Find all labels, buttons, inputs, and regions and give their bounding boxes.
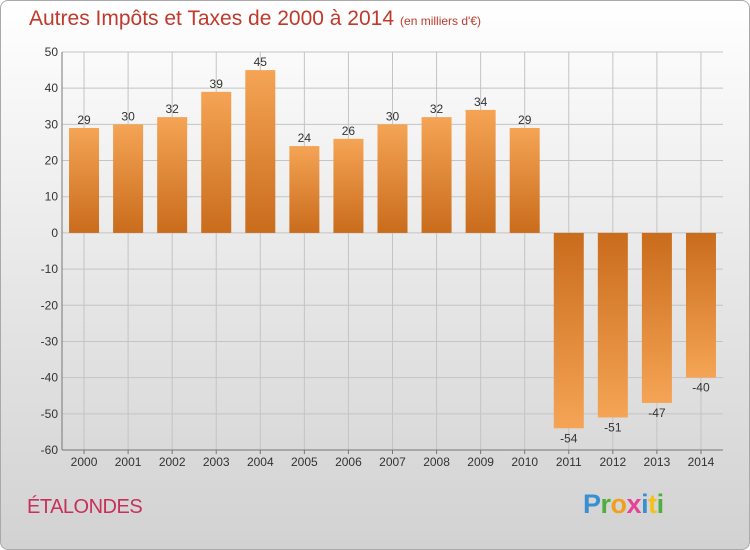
x-tick-label: 2005	[291, 455, 318, 469]
bar	[421, 117, 452, 233]
bar	[377, 124, 408, 233]
data-label: 34	[474, 95, 488, 109]
chart-unit: (en milliers d'€)	[400, 14, 482, 28]
bar	[509, 127, 540, 233]
data-label: 32	[430, 102, 444, 116]
data-label: 30	[386, 109, 400, 123]
data-label: 30	[121, 109, 135, 123]
y-tick-label: 30	[45, 117, 59, 131]
bar	[201, 91, 232, 233]
chart-title: Autres Impôts et Taxes de 2000 à 2014 (en…	[29, 7, 482, 30]
x-tick-label: 2009	[467, 455, 494, 469]
bar	[553, 232, 584, 429]
data-label: 45	[254, 55, 268, 69]
y-tick-label: -10	[41, 262, 59, 276]
x-tick-label: 2002	[159, 455, 186, 469]
x-tick-label: 2000	[71, 455, 98, 469]
bar	[113, 124, 144, 233]
x-tick-label: 2007	[379, 455, 406, 469]
data-label: -51	[604, 420, 622, 434]
y-tick-label: -40	[41, 371, 59, 385]
y-tick-label: 50	[45, 45, 59, 59]
bar	[597, 232, 628, 418]
data-label: -40	[692, 381, 710, 395]
y-tick-label: 0	[51, 226, 58, 240]
x-tick-label: 2001	[115, 455, 142, 469]
x-tick-label: 2008	[423, 455, 450, 469]
data-label: 39	[210, 77, 224, 91]
data-label: 26	[342, 124, 356, 138]
y-tick-label: -50	[41, 407, 59, 421]
data-label: 29	[77, 113, 91, 127]
y-tick-label: 40	[45, 81, 59, 95]
y-tick-label: 10	[45, 190, 59, 204]
x-tick-label: 2013	[644, 455, 671, 469]
x-tick-label: 2006	[335, 455, 362, 469]
x-tick-label: 2004	[247, 455, 274, 469]
x-tick-label: 2010	[511, 455, 538, 469]
bar	[157, 117, 188, 233]
y-tick-label: -20	[41, 298, 59, 312]
bar	[245, 70, 276, 233]
data-label: 24	[298, 131, 312, 145]
bar	[685, 232, 716, 378]
x-tick-label: 2011	[556, 455, 582, 469]
bar	[465, 109, 496, 233]
y-tick-label: -60	[41, 443, 59, 457]
proxiti-logo: Proxiti	[583, 489, 664, 519]
y-tick-label: -30	[41, 334, 59, 348]
y-tick-label: 20	[45, 154, 59, 168]
bar	[69, 127, 100, 233]
location-name: ÉTALONDES	[27, 496, 143, 518]
data-label: 32	[165, 102, 179, 116]
bar	[641, 232, 672, 403]
data-label: 29	[518, 113, 532, 127]
data-label: -47	[648, 406, 666, 420]
data-label: -54	[560, 431, 578, 445]
x-tick-label: 2003	[203, 455, 230, 469]
bar	[333, 138, 364, 233]
bar	[289, 146, 320, 233]
x-tick-label: 2012	[599, 455, 626, 469]
x-tick-label: 2014	[688, 455, 715, 469]
